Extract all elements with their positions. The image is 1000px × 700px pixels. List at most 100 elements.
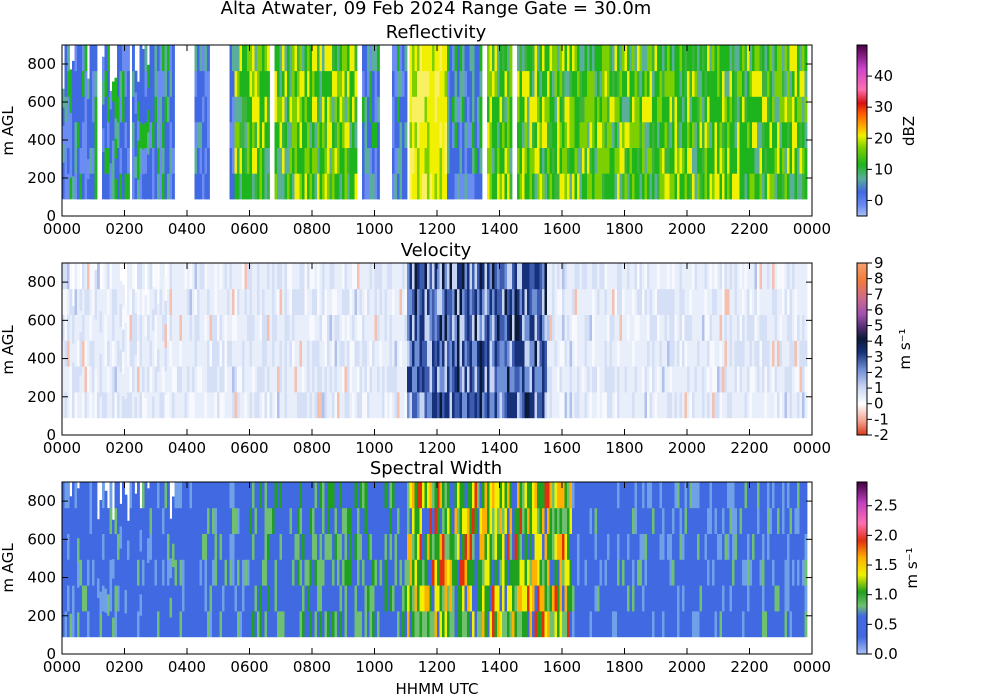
heatmap-cell [62,366,65,393]
heatmap-cell [397,482,400,509]
heatmap-cell [182,533,185,560]
heatmap-cell [454,121,458,148]
heatmap-cell [89,173,93,200]
heatmap-cell [479,45,483,72]
heatmap-cell [572,96,575,123]
heatmap-cell [317,340,320,367]
heatmap-cell [669,147,673,174]
heatmap-cell [174,585,178,612]
heatmap-cell [334,611,338,638]
heatmap-cell [464,147,468,174]
heatmap-cell [77,587,80,613]
heatmap-cell [629,173,633,200]
heatmap-cell [364,366,368,393]
heatmap-cell [102,585,105,612]
heatmap-cell [479,288,483,315]
heatmap-cell [104,263,108,290]
heatmap-cell [302,366,305,393]
heatmap-cell [69,366,73,393]
heatmap-cell [372,559,375,586]
heatmap-cell [222,366,225,393]
heatmap-cell [587,392,590,419]
heatmap-cell [667,288,670,315]
heatmap-cell [439,340,443,367]
heatmap-cell [349,585,353,612]
heatmap-cell [557,147,560,174]
heatmap-cell [332,70,335,97]
heatmap-cell [332,611,335,638]
heatmap-cell [114,263,118,290]
heatmap-cell [637,533,640,560]
heatmap-cell [504,482,508,509]
heatmap-cell [662,96,665,123]
heatmap-cell [252,533,255,560]
heatmap-cell [239,173,243,200]
heatmap-cell [339,147,343,174]
heatmap-cell [572,121,575,148]
colorbar-tick-label: 6 [874,301,884,319]
heatmap-cell [714,366,718,393]
heatmap-cell [394,147,398,174]
heatmap-cell [154,366,158,393]
heatmap-cell [434,611,438,638]
heatmap-cell [739,70,743,97]
heatmap-cell [559,70,563,97]
heatmap-cell [584,121,588,148]
heatmap-cell [324,366,328,393]
heatmap-cell [167,340,170,367]
heatmap-cell [542,366,545,393]
heatmap-cell [327,96,330,123]
heatmap-cell [229,559,233,586]
heatmap-cell [587,288,590,315]
heatmap-cell [192,392,195,419]
heatmap-cell [444,611,448,638]
heatmap-cell [369,147,373,174]
heatmap-cell [787,288,790,315]
heatmap-cell [204,507,208,534]
heatmap-cell [152,147,155,174]
heatmap-cell [277,314,280,341]
heatmap-cell [229,263,233,290]
heatmap-cell [299,314,303,341]
heatmap-cell [277,96,280,123]
heatmap-cell [414,45,418,72]
heatmap-cell [404,507,408,534]
heatmap-cell [259,559,263,586]
heatmap-cell [102,559,105,586]
heatmap-cell [487,507,490,534]
heatmap-cell [462,585,465,612]
heatmap-cell [532,263,535,290]
heatmap-cell [154,122,158,149]
heatmap-cell [639,70,643,97]
heatmap-cell [609,366,613,393]
heatmap-cell [299,340,303,367]
heatmap-cell [262,482,265,509]
heatmap-cell [62,559,65,586]
heatmap-cell [412,533,415,560]
heatmap-cell [682,314,685,341]
heatmap-cell [84,507,88,534]
heatmap-cell [429,392,433,419]
heatmap-cell [277,366,280,393]
heatmap-cell [357,611,360,638]
heatmap-cell [339,392,343,419]
heatmap-cell [169,577,173,598]
heatmap-cell [617,70,620,97]
heatmap-cell [519,559,523,586]
heatmap-cell [467,121,470,148]
heatmap-cell [492,585,495,612]
heatmap-cell [524,611,528,638]
heatmap-cell [584,392,588,419]
heatmap-cell [694,121,698,148]
heatmap-cell [549,340,553,367]
heatmap-cell [617,559,620,586]
heatmap-cell [374,611,378,638]
heatmap-cell [194,263,198,290]
heatmap-cell [639,147,643,174]
heatmap-cell [347,45,350,72]
heatmap-cell [462,392,465,419]
heatmap-cell [192,366,195,393]
heatmap-cell [614,507,618,534]
heatmap-cell [634,392,638,419]
heatmap-cell [112,340,115,367]
